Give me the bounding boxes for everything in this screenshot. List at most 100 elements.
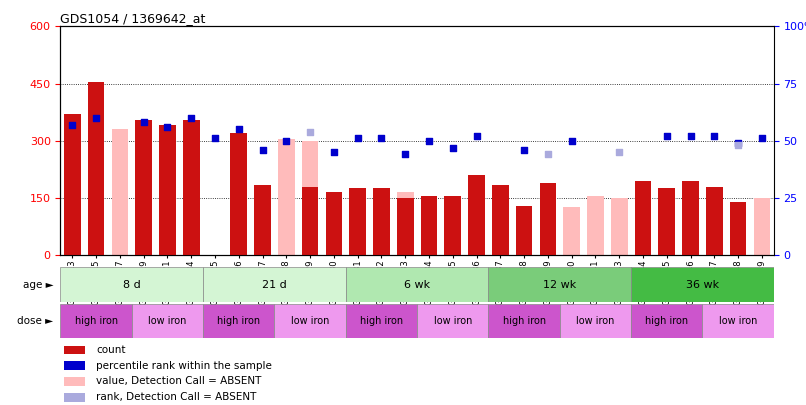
Bar <box>64 361 85 370</box>
Bar <box>274 304 346 338</box>
Bar <box>278 139 295 255</box>
Text: low iron: low iron <box>576 316 615 326</box>
Text: GDS1054 / 1369642_at: GDS1054 / 1369642_at <box>60 12 206 25</box>
Bar <box>516 206 533 255</box>
Bar <box>397 198 413 255</box>
Point <box>161 124 174 130</box>
Bar <box>421 196 438 255</box>
Point <box>732 142 745 149</box>
Bar <box>631 267 774 302</box>
Text: low iron: low iron <box>719 316 758 326</box>
Point <box>755 135 768 142</box>
Point <box>447 144 459 151</box>
Point <box>399 151 412 158</box>
Text: high iron: high iron <box>217 316 260 326</box>
Point <box>565 138 578 144</box>
Point <box>327 149 340 156</box>
Point <box>660 133 673 139</box>
Point <box>542 151 555 158</box>
Bar <box>634 181 651 255</box>
Bar <box>159 126 176 255</box>
Bar <box>492 200 509 255</box>
Text: 8 d: 8 d <box>123 279 141 290</box>
Bar <box>488 304 559 338</box>
Bar <box>183 120 200 255</box>
Bar <box>203 267 346 302</box>
Point <box>185 115 197 121</box>
Point <box>732 140 745 146</box>
Bar <box>301 141 318 255</box>
Text: age ►: age ► <box>23 279 53 290</box>
Text: high iron: high iron <box>359 316 403 326</box>
Text: high iron: high iron <box>645 316 688 326</box>
Text: high iron: high iron <box>502 316 546 326</box>
Point <box>209 135 222 142</box>
Bar <box>346 304 418 338</box>
Bar <box>254 185 271 255</box>
Bar <box>418 304 488 338</box>
Text: count: count <box>96 345 126 355</box>
Text: 6 wk: 6 wk <box>404 279 430 290</box>
Text: percentile rank within the sample: percentile rank within the sample <box>96 361 272 371</box>
Bar <box>231 133 247 255</box>
Point <box>280 138 293 144</box>
Bar <box>587 196 604 255</box>
Bar <box>754 198 771 255</box>
Bar <box>88 82 105 255</box>
Bar <box>611 198 628 255</box>
Bar <box>488 267 631 302</box>
Text: dose ►: dose ► <box>17 316 53 326</box>
Bar <box>60 267 203 302</box>
Bar <box>492 185 509 255</box>
Bar <box>563 207 580 255</box>
Bar <box>682 181 699 255</box>
Point <box>517 147 530 153</box>
Bar <box>631 304 702 338</box>
Point <box>232 126 245 132</box>
Bar <box>203 304 274 338</box>
Point <box>256 147 269 153</box>
Bar <box>539 183 556 255</box>
Bar <box>702 304 774 338</box>
Text: 12 wk: 12 wk <box>543 279 576 290</box>
Point <box>422 138 435 144</box>
Text: low iron: low iron <box>434 316 472 326</box>
Bar <box>468 175 485 255</box>
Text: high iron: high iron <box>74 316 118 326</box>
Text: rank, Detection Call = ABSENT: rank, Detection Call = ABSENT <box>96 392 256 402</box>
Bar <box>349 188 366 255</box>
Bar <box>346 267 488 302</box>
Bar <box>373 188 390 255</box>
Point <box>684 133 697 139</box>
Point <box>613 149 625 156</box>
Bar <box>326 192 343 255</box>
Bar <box>111 129 128 255</box>
Bar <box>729 202 746 255</box>
Bar <box>64 393 85 401</box>
Bar <box>706 186 723 255</box>
Bar <box>132 304 203 338</box>
Bar <box>64 377 85 386</box>
Text: low iron: low iron <box>291 316 330 326</box>
Text: 36 wk: 36 wk <box>686 279 719 290</box>
Bar <box>559 304 631 338</box>
Point <box>304 128 317 135</box>
Text: low iron: low iron <box>148 316 187 326</box>
Bar <box>301 186 318 255</box>
Point <box>470 133 483 139</box>
Bar <box>659 188 675 255</box>
Bar <box>135 120 152 255</box>
Point <box>351 135 364 142</box>
Point <box>66 122 79 128</box>
Bar <box>397 192 413 255</box>
Point <box>89 115 102 121</box>
Point <box>375 135 388 142</box>
Bar <box>64 346 85 354</box>
Text: 21 d: 21 d <box>262 279 287 290</box>
Text: value, Detection Call = ABSENT: value, Detection Call = ABSENT <box>96 377 261 386</box>
Bar <box>64 114 81 255</box>
Point <box>708 133 721 139</box>
Bar <box>60 304 131 338</box>
Point <box>137 119 150 126</box>
Bar <box>444 196 461 255</box>
